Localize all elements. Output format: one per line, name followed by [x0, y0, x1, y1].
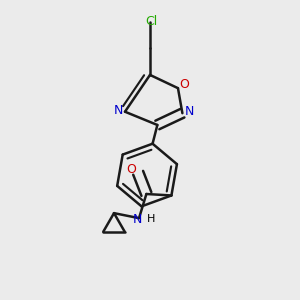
Text: H: H [147, 214, 156, 224]
Text: Cl: Cl [145, 15, 158, 28]
Text: N: N [185, 105, 194, 118]
Text: N: N [114, 104, 123, 117]
Text: O: O [127, 164, 136, 176]
Text: O: O [179, 78, 189, 91]
Text: N: N [133, 213, 142, 226]
